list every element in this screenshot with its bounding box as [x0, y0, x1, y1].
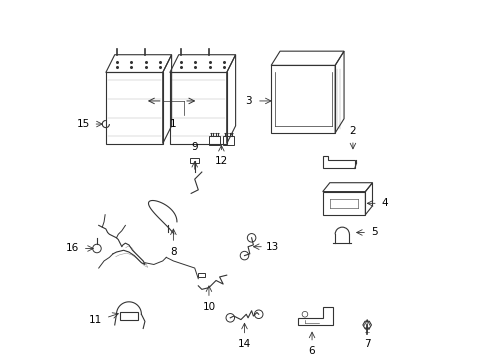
- Bar: [190, 158, 199, 163]
- Text: 16: 16: [66, 243, 79, 253]
- Text: 8: 8: [170, 247, 176, 257]
- Text: 14: 14: [237, 339, 251, 349]
- Text: 2: 2: [349, 126, 356, 136]
- Text: 15: 15: [77, 119, 90, 129]
- Text: 7: 7: [363, 339, 370, 349]
- Bar: [208, 136, 219, 145]
- Bar: [223, 136, 233, 145]
- Text: 3: 3: [244, 96, 251, 106]
- Text: 12: 12: [214, 156, 227, 166]
- Bar: [198, 273, 204, 277]
- Text: 1: 1: [170, 119, 176, 129]
- Text: 9: 9: [191, 143, 198, 153]
- Text: 11: 11: [89, 315, 102, 325]
- Text: 6: 6: [308, 346, 315, 356]
- Text: 10: 10: [202, 302, 215, 312]
- Text: 5: 5: [370, 228, 377, 238]
- Text: 13: 13: [265, 242, 279, 252]
- Text: 4: 4: [381, 198, 387, 208]
